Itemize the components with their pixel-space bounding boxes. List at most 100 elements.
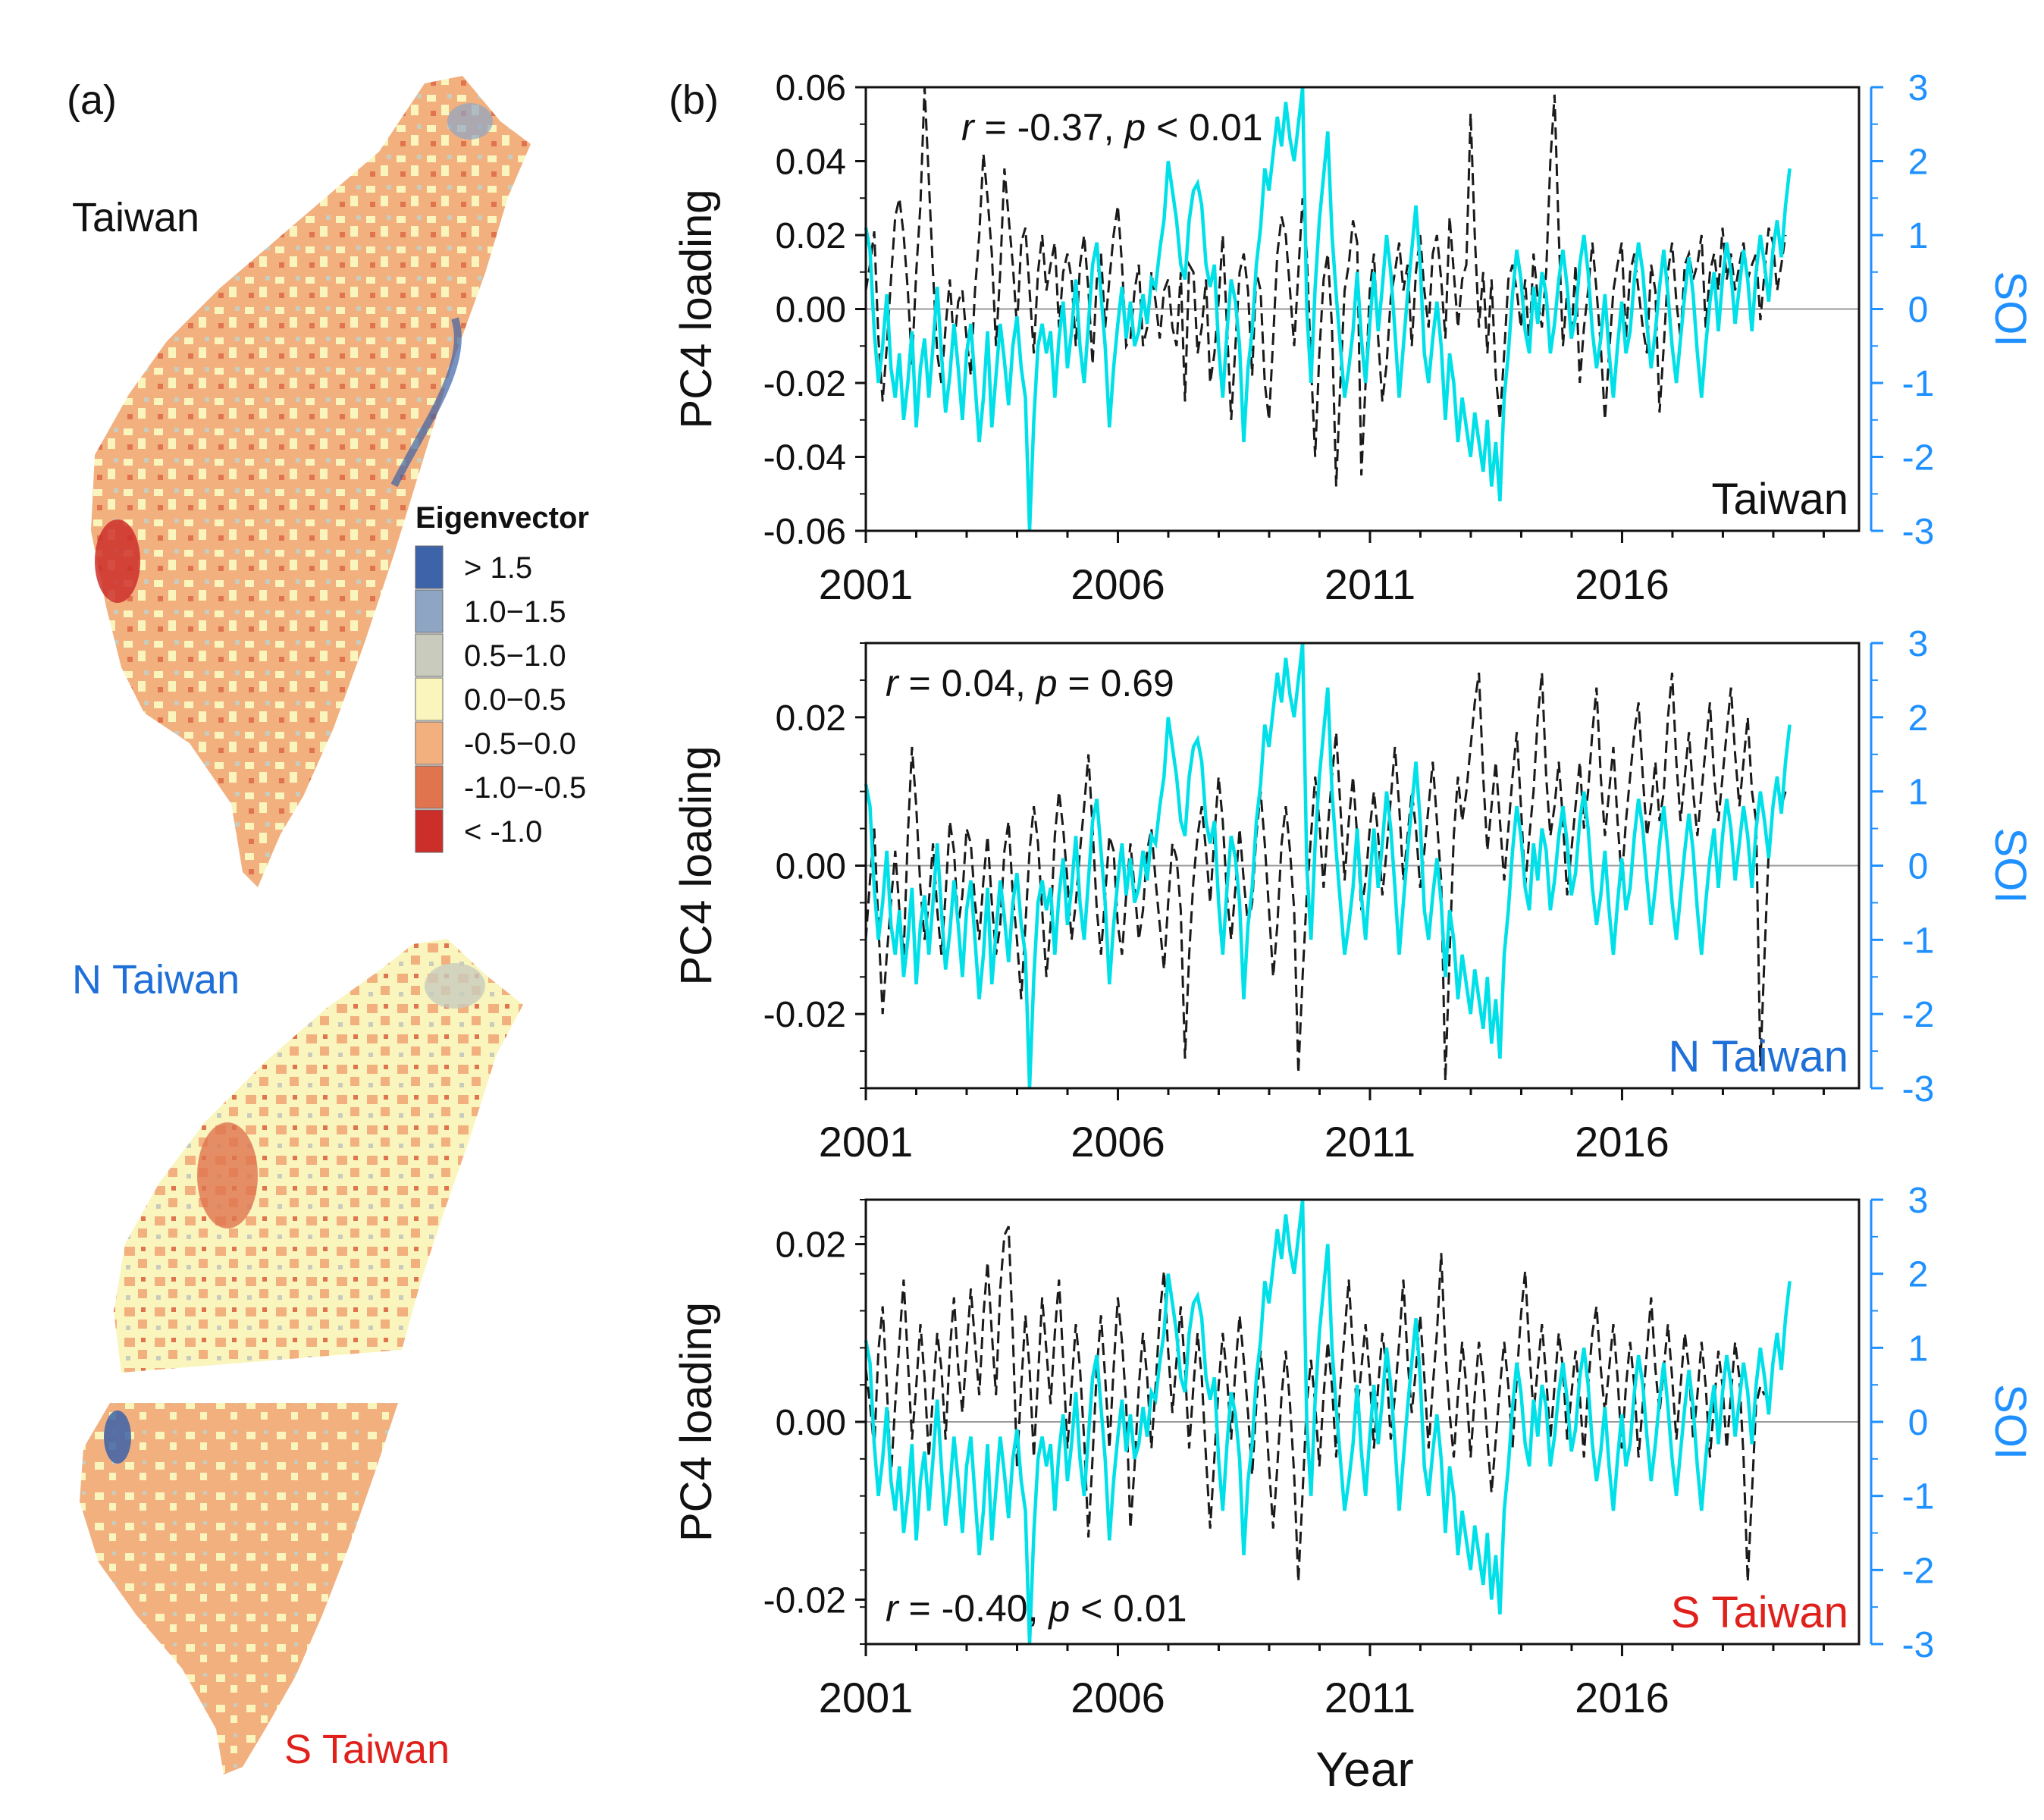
x-tick-label: 2016 bbox=[1575, 1674, 1669, 1721]
s-taiwan-map-shape bbox=[80, 1403, 398, 1774]
y-right-axis-title: SOI bbox=[1986, 271, 2035, 347]
correlation-annotation: r = -0.37, p < 0.01 bbox=[961, 106, 1263, 149]
y-right-tick-label: -2 bbox=[1902, 438, 1935, 479]
y-right-tick-label: 1 bbox=[1908, 1329, 1929, 1369]
x-tick-label: 2001 bbox=[819, 560, 914, 608]
panel-a-label: (a) bbox=[67, 77, 117, 123]
x-tick-label: 2006 bbox=[1071, 1118, 1165, 1166]
n-taiwan-map-hotspot bbox=[197, 1122, 258, 1228]
x-axis-title: Year bbox=[1315, 1742, 1413, 1796]
y-right-axis-title: SOI bbox=[1986, 828, 2035, 904]
taiwan-map-east-ridge bbox=[390, 317, 462, 488]
n-taiwan-map-title: N Taiwan bbox=[72, 957, 240, 1003]
soi-series bbox=[864, 642, 1792, 1089]
y-right-tick-label: 1 bbox=[1908, 773, 1929, 813]
legend-item: > 1.5 bbox=[415, 545, 532, 589]
soi-series bbox=[864, 86, 1792, 532]
y-right-tick-label: -1 bbox=[1902, 364, 1935, 404]
region-label: N Taiwan bbox=[1669, 1032, 1849, 1081]
y-right-tick-label: 1 bbox=[1908, 216, 1929, 256]
legend-swatch bbox=[415, 589, 444, 633]
pc4-loading-series bbox=[864, 672, 1787, 1081]
region-label: S Taiwan bbox=[1671, 1588, 1848, 1637]
time-series-charts: 2001 2006 2011 20160.060.040.020.00-0.02-0.… bbox=[672, 68, 2035, 1721]
y-left-tick-label: -0.02 bbox=[763, 995, 846, 1035]
y-left-axis-title: PC4 loading bbox=[672, 746, 721, 986]
y-left-tick-label: 0.04 bbox=[776, 143, 846, 183]
s-taiwan-map: S Taiwan bbox=[80, 1403, 450, 1774]
y-left-axis-title: PC4 loading bbox=[672, 190, 721, 429]
region-label: Taiwan bbox=[1711, 475, 1848, 524]
y-right-tick-label: -1 bbox=[1902, 1477, 1935, 1517]
legend-title: Eigenvector bbox=[415, 501, 589, 535]
y-left-tick-label: 0.00 bbox=[776, 1403, 846, 1443]
legend-label: 0.5−1.0 bbox=[464, 639, 566, 673]
legend-item: 0.0−0.5 bbox=[415, 677, 566, 721]
n-taiwan-map-north-tip bbox=[425, 963, 485, 1009]
chart-2: 2001 2006 2011 2016 0.02 0.00 -0.02 3 2 1 0 -1 -2 -3 P… bbox=[672, 624, 2035, 1166]
y-right-tick-label: -3 bbox=[1902, 512, 1935, 552]
legend-item: -0.5−0.0 bbox=[415, 721, 576, 765]
x-tick-label: 2001 bbox=[819, 1674, 914, 1721]
legend-swatch bbox=[415, 721, 444, 765]
legend-item: 1.0−1.5 bbox=[415, 589, 566, 633]
taiwan-map-north-tip bbox=[447, 103, 493, 140]
annotation-value: < 0.01 bbox=[1070, 1587, 1187, 1630]
panel-b-label: (b) bbox=[669, 77, 719, 123]
y-left-tick-label: 0.02 bbox=[776, 216, 846, 256]
chart-1: 2001 2006 2011 2016 0.06 0.04 0.02 0.00 -0.02 -0.… bbox=[672, 68, 2035, 608]
legend-swatch bbox=[415, 765, 444, 809]
y-left-tick-label: -0.02 bbox=[763, 1580, 846, 1621]
annotation-symbol: r bbox=[886, 662, 900, 704]
x-tick-label: 2011 bbox=[1325, 1674, 1415, 1721]
y-right-axis-title: SOI bbox=[1986, 1384, 2035, 1460]
y-right-tick-label: -3 bbox=[1902, 1069, 1935, 1109]
n-taiwan-map-shape bbox=[114, 939, 523, 1373]
legend-swatch bbox=[415, 809, 444, 853]
annotation-symbol: p bbox=[1035, 662, 1058, 704]
x-tick-label: 2006 bbox=[1071, 1674, 1165, 1721]
y-left-axis-title: PC4 loading bbox=[672, 1302, 721, 1542]
y-right-tick-label: 3 bbox=[1908, 624, 1929, 664]
legend-label: -1.0−-0.5 bbox=[464, 771, 586, 805]
y-left-tick-label: 0.02 bbox=[776, 1225, 846, 1266]
annotation-value: < 0.01 bbox=[1146, 106, 1262, 149]
legend-swatch bbox=[415, 545, 444, 589]
y-right-tick-label: -3 bbox=[1902, 1625, 1935, 1665]
s-taiwan-map-title: S Taiwan bbox=[284, 1727, 450, 1772]
annotation-value: = -0.40, bbox=[898, 1587, 1049, 1630]
annotation-symbol: r bbox=[961, 106, 976, 149]
x-tick-label: 2011 bbox=[1325, 560, 1415, 608]
x-tick-label: 2016 bbox=[1575, 560, 1669, 608]
taiwan-map-title: Taiwan bbox=[72, 195, 199, 240]
y-right-tick-label: -2 bbox=[1902, 995, 1935, 1035]
annotation-symbol: r bbox=[886, 1587, 900, 1630]
y-left-tick-label: -0.06 bbox=[763, 512, 846, 552]
legend-label: > 1.5 bbox=[464, 551, 532, 585]
legend-label: 0.0−0.5 bbox=[464, 683, 566, 717]
panel-b: (b) 2001 2006 2011 20160.060.040.020.00-0.0… bbox=[669, 68, 2035, 1796]
y-left-tick-label: 0.00 bbox=[776, 847, 846, 887]
y-left-tick-label: 0.06 bbox=[776, 68, 846, 108]
chart-3: 2001 2006 2011 2016 0.02 0.00 -0.02 3 2 1 0 -1 -2 -3 P… bbox=[672, 1181, 2035, 1721]
annotation-value: = 0.04, bbox=[898, 662, 1036, 704]
x-tick-label: 2016 bbox=[1575, 1118, 1669, 1166]
correlation-annotation: r = -0.40, p < 0.01 bbox=[886, 1587, 1187, 1630]
legend-label: 1.0−1.5 bbox=[464, 595, 566, 629]
y-left-tick-label: -0.04 bbox=[763, 438, 846, 479]
y-left-tick-label: 0.00 bbox=[776, 290, 846, 331]
legend-item: < -1.0 bbox=[415, 809, 542, 853]
y-right-tick-label: 2 bbox=[1908, 143, 1929, 183]
legend-item: 0.5−1.0 bbox=[415, 633, 566, 677]
y-right-tick-label: 0 bbox=[1908, 1403, 1929, 1443]
y-left-tick-label: 0.02 bbox=[776, 698, 846, 739]
taiwan-map-shape bbox=[91, 76, 531, 887]
legend-label: < -1.0 bbox=[464, 815, 542, 849]
x-tick-label: 2001 bbox=[819, 1118, 914, 1166]
legend-item: -1.0−-0.5 bbox=[415, 765, 586, 809]
y-right-tick-label: 2 bbox=[1908, 1255, 1929, 1295]
eigenvector-legend: Eigenvector > 1.5 1.0−1.5 0.5−1.0 0.0−0.5 -0… bbox=[415, 501, 589, 853]
x-tick-label: 2006 bbox=[1071, 560, 1165, 608]
legend-swatch bbox=[415, 633, 444, 677]
y-right-tick-label: 3 bbox=[1908, 1181, 1929, 1221]
